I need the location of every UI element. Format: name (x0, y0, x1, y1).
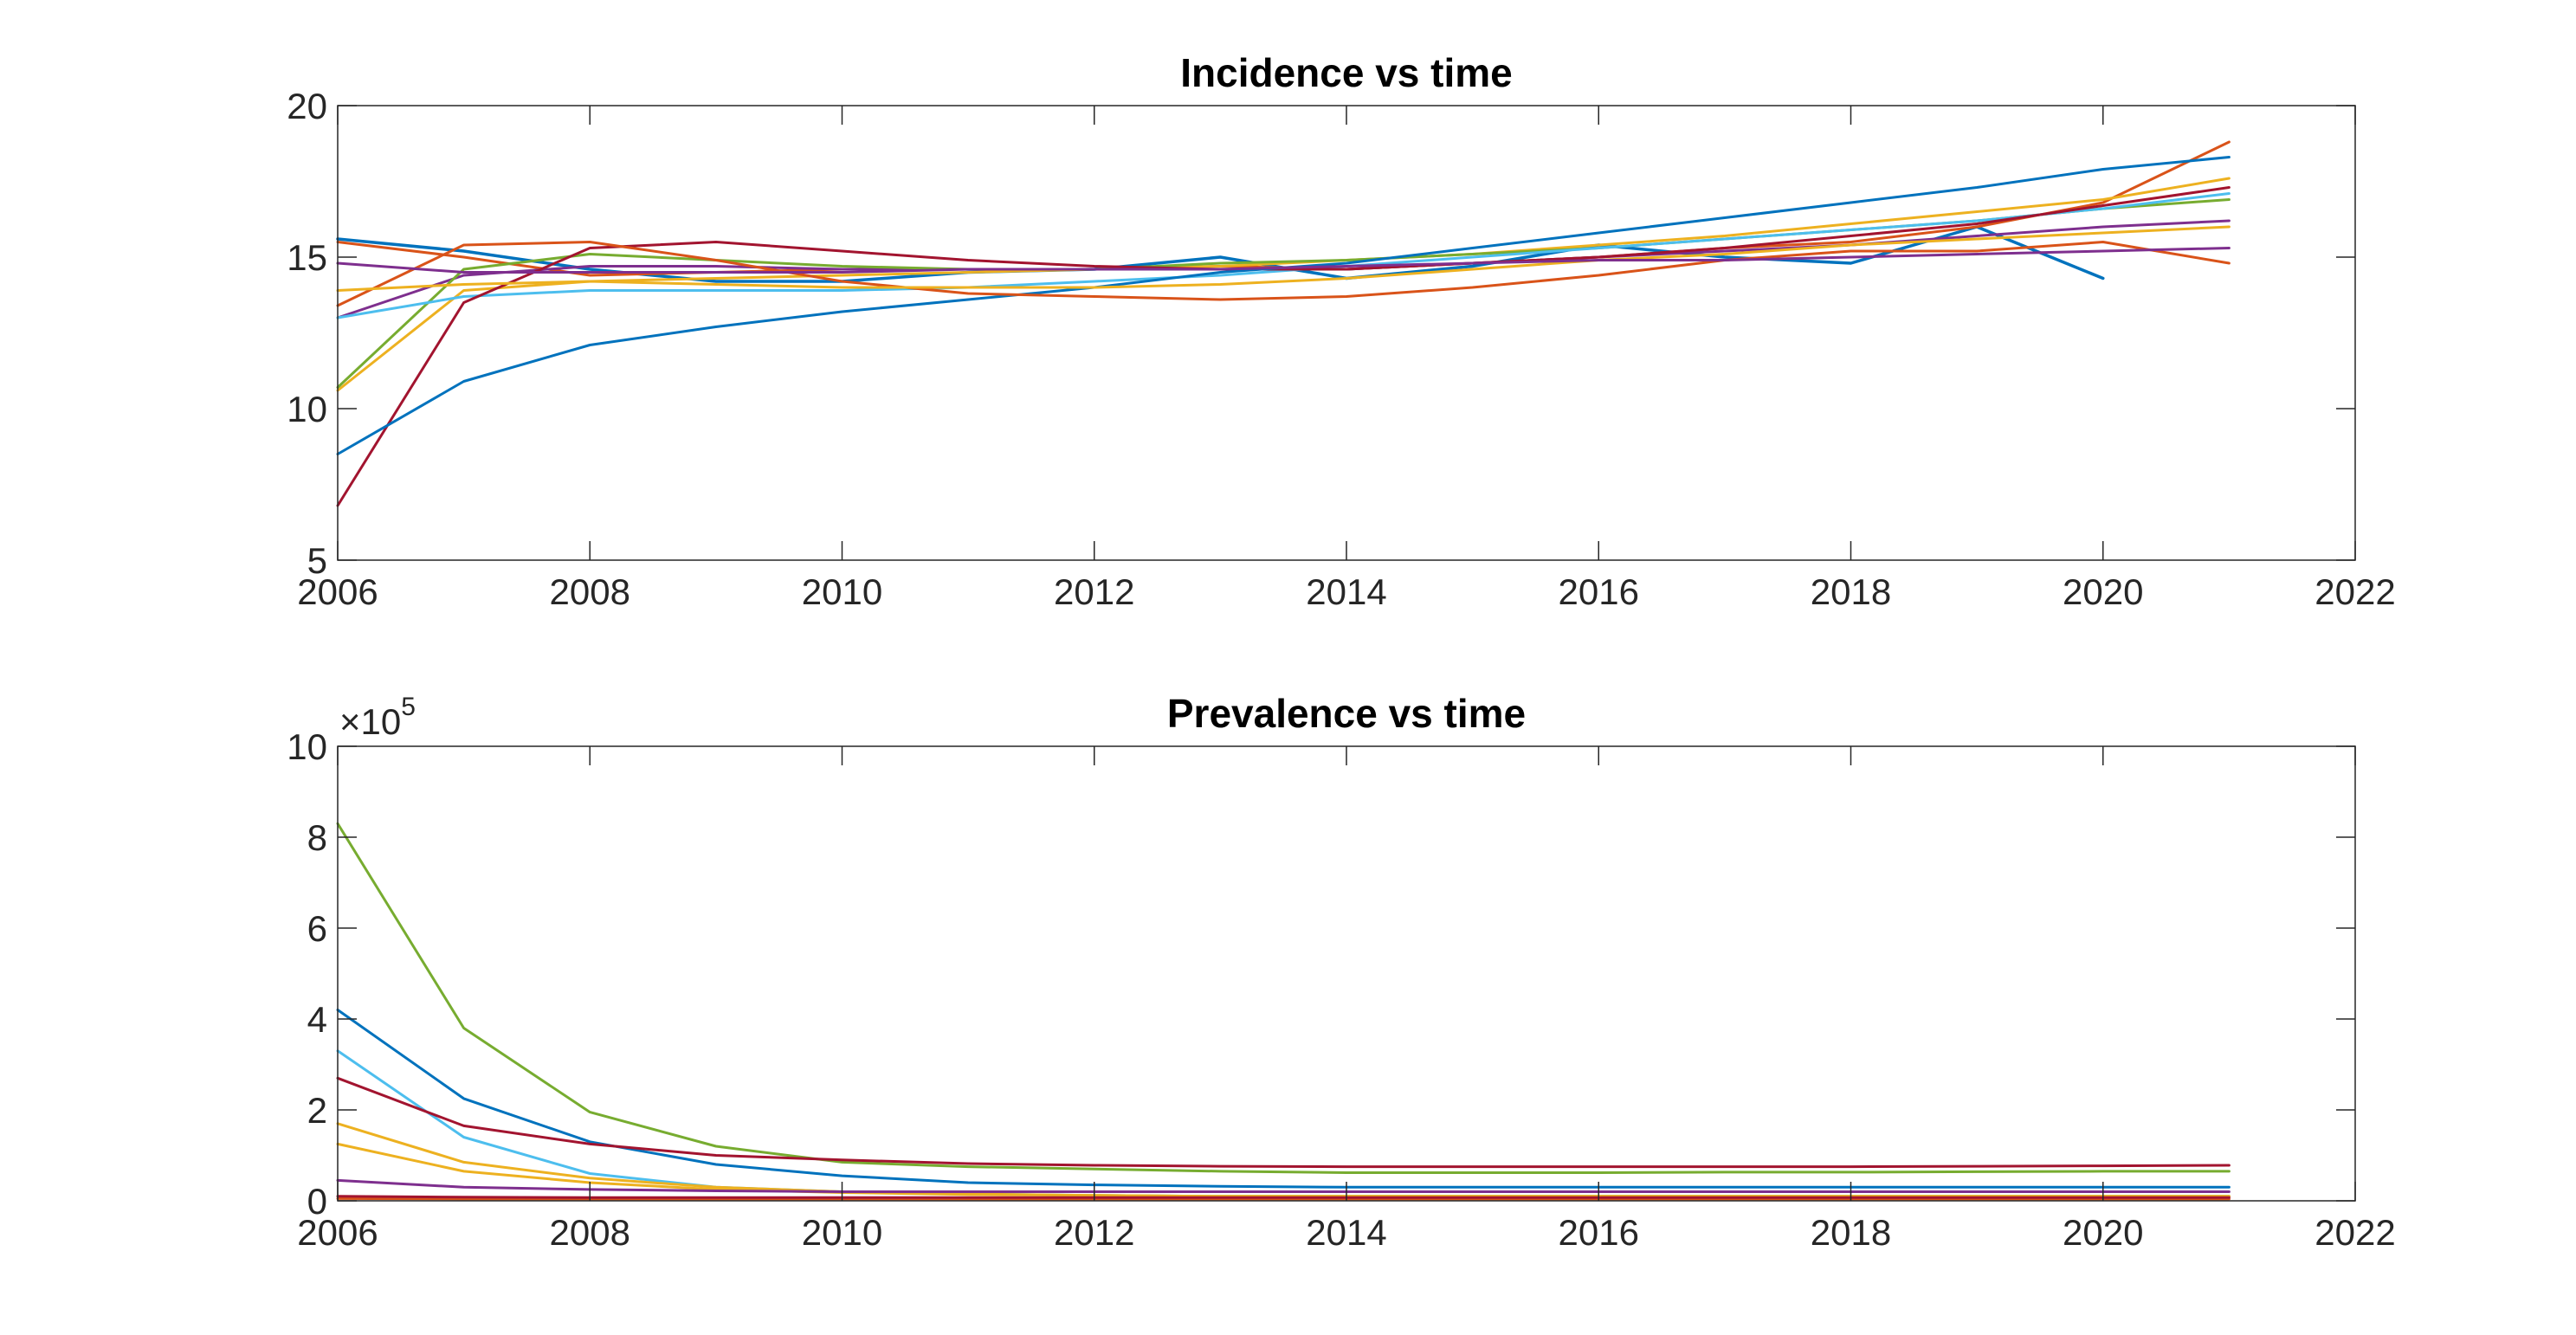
prevalence-plot-area (338, 746, 2355, 1201)
incidence-series-line-6 (336, 192, 2231, 319)
prevalence-x-tick-label: 2022 (2315, 1212, 2395, 1253)
prevalence-series-line-1 (336, 822, 2231, 1174)
incidence-x-tick-label: 2020 (2063, 571, 2143, 612)
exponent-base: ×10 (339, 701, 401, 742)
incidence-plot-area (338, 106, 2355, 560)
incidence-x-tick-label: 2008 (550, 571, 630, 612)
prevalence-axes-box (337, 745, 2356, 1202)
prevalence-y-tick-label: 2 (307, 1090, 327, 1131)
incidence-chart: Incidence vs time 2006 2008 2010 2012 2014 20… (287, 50, 2395, 612)
incidence-chart-title: Incidence vs time (1180, 50, 1513, 95)
incidence-y-tick-label: 15 (287, 237, 327, 278)
incidence-series-line-3 (336, 177, 2231, 392)
prevalence-y-tick-label: 10 (287, 726, 327, 767)
prevalence-x-tick-label: 2014 (1306, 1212, 1386, 1253)
prevalence-series-line-9 (336, 1195, 2231, 1199)
prevalence-y-tick-label: 8 (307, 817, 327, 858)
prevalence-x-tick-label: 2020 (2063, 1212, 2143, 1253)
incidence-y-tick-label: 10 (287, 389, 327, 429)
incidence-axes-box (337, 105, 2356, 561)
incidence-x-tick-label: 2010 (802, 571, 882, 612)
prevalence-series-line-4 (336, 1076, 2231, 1169)
prevalence-y-tick-label: 0 (307, 1181, 327, 1222)
prevalence-series-line-7 (336, 1178, 2231, 1193)
prevalence-x-tick-label: 2016 (1559, 1212, 1639, 1253)
incidence-x-tick-label: 2014 (1306, 571, 1386, 612)
incidence-y-tick-label: 5 (307, 540, 327, 581)
exponent-power: 5 (401, 693, 416, 721)
prevalence-series-group (336, 822, 2231, 1201)
incidence-y-tick-label: 20 (287, 86, 327, 126)
incidence-x-tick-label: 2018 (1811, 571, 1891, 612)
incidence-x-tick-label: 2022 (2315, 571, 2395, 612)
incidence-x-tick-label: 2016 (1559, 571, 1639, 612)
prevalence-series-line-8 (336, 1196, 2231, 1201)
prevalence-y-tick-label: 6 (307, 908, 327, 949)
prevalence-chart-title: Prevalence vs time (1167, 691, 1526, 736)
incidence-axes: 2006 2008 2010 2012 2014 2016 2018 2020 2022 5 10 1… (287, 86, 2395, 612)
prevalence-x-tick-label: 2006 (297, 1212, 378, 1253)
prevalence-x-tick-label: 2012 (1054, 1212, 1134, 1253)
prevalence-x-tick-label: 2010 (802, 1212, 882, 1253)
prevalence-series-line-2 (336, 1009, 2231, 1189)
incidence-series-line-11 (336, 247, 2231, 274)
incidence-series-line-10 (336, 225, 2231, 292)
prevalence-y-tick-label: 4 (307, 999, 327, 1040)
incidence-x-tick-label: 2006 (297, 571, 378, 612)
prevalence-chart: Prevalence vs time ×105 2006 2008 2010 2012… (287, 691, 2395, 1253)
prevalence-exponent-label: ×105 (339, 693, 416, 742)
incidence-x-tick-label: 2012 (1054, 571, 1134, 612)
incidence-series-group (336, 140, 2231, 507)
prevalence-x-tick-label: 2008 (550, 1212, 630, 1253)
prevalence-x-tick-label: 2018 (1811, 1212, 1891, 1253)
incidence-series-line-7 (336, 186, 2231, 507)
incidence-series-line-9 (336, 241, 2231, 307)
